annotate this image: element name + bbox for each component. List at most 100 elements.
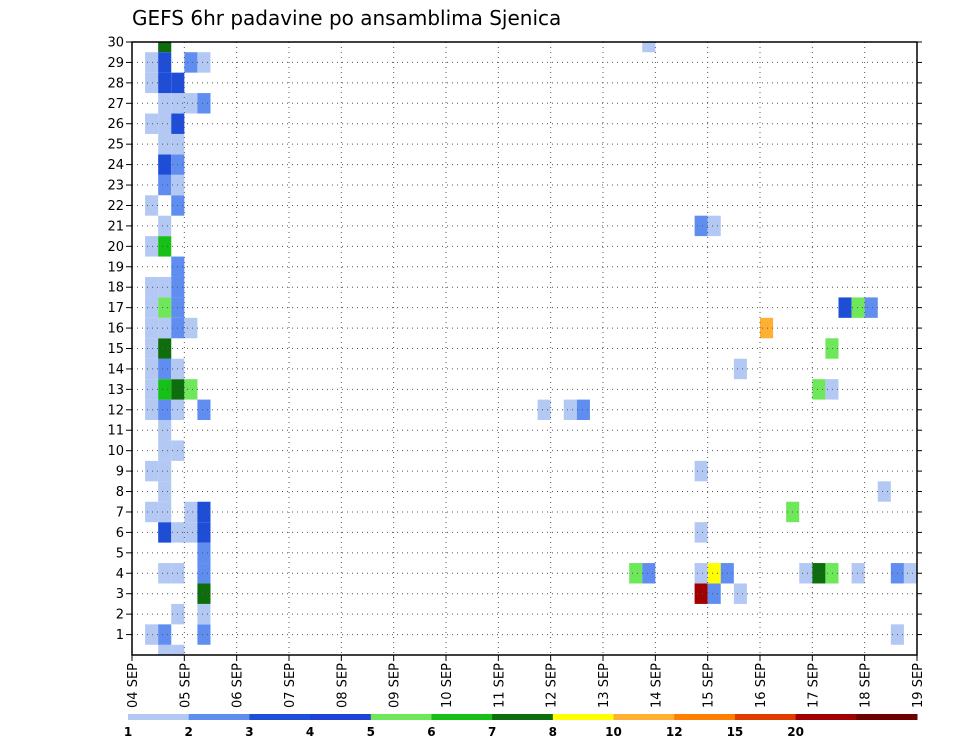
heatmap-cell	[158, 317, 172, 339]
heatmap-cell	[158, 72, 172, 94]
x-tick-label: 10 SEP	[440, 663, 455, 708]
heatmap-cell	[184, 501, 198, 523]
legend-swatch	[613, 714, 675, 720]
heatmap-cell	[145, 501, 159, 523]
heatmap-cell	[707, 563, 721, 584]
grid-layer	[132, 42, 917, 655]
heatmap-cell	[145, 297, 159, 318]
heatmap-cell	[694, 563, 708, 584]
legend-swatch	[370, 714, 432, 720]
y-tick-label: 24	[107, 158, 124, 173]
y-tick-label: 10	[107, 444, 124, 459]
heatmap-cell	[158, 644, 172, 655]
x-tick-label: 06 SEP	[231, 663, 246, 708]
heatmap-cell	[145, 113, 159, 134]
heatmap-cell	[799, 563, 813, 584]
cells-layer	[145, 42, 917, 655]
heatmap-cell	[197, 501, 211, 523]
y-axis: 1234567891011121314151617181920212223242…	[107, 36, 922, 643]
y-tick-label: 25	[107, 138, 124, 153]
heatmap-cell	[851, 563, 865, 584]
heatmap-cell	[197, 563, 211, 584]
y-tick-label: 1	[116, 628, 124, 643]
x-tick-label: 14 SEP	[649, 663, 664, 708]
x-tick-label: 05 SEP	[178, 663, 193, 708]
heatmap-cell	[158, 501, 172, 523]
heatmap-cell	[145, 52, 159, 73]
heatmap-cell	[171, 644, 185, 655]
x-tick-label: 11 SEP	[492, 663, 507, 708]
heatmap-cell	[145, 624, 159, 645]
y-tick-label: 22	[107, 199, 124, 214]
heatmap-cell	[825, 379, 839, 400]
legend-swatch	[734, 714, 797, 720]
y-tick-label: 18	[107, 281, 124, 296]
y-tick-label: 20	[107, 240, 124, 255]
heatmap-cell	[158, 276, 172, 298]
legend-label: 3	[245, 725, 253, 739]
x-axis: 04 SEP 05 SEP 06 SEP 07 SEP 08 SEP 09 SEP 10 S…	[126, 655, 926, 708]
y-tick-label: 27	[107, 97, 124, 112]
legend-swatch	[310, 714, 372, 720]
heatmap-cell	[877, 481, 891, 502]
heatmap-cell	[158, 113, 172, 134]
heatmap-cell	[694, 583, 708, 604]
heatmap-cell	[184, 93, 198, 114]
legend-label: 15	[727, 725, 744, 739]
legend-swatch	[249, 714, 311, 720]
y-tick-label: 16	[107, 322, 124, 337]
x-tick-label: 13 SEP	[597, 663, 612, 708]
heatmap-cell	[158, 399, 172, 421]
y-tick-label: 2	[116, 608, 124, 623]
heatmap-cell	[707, 215, 721, 237]
x-tick-label: 16 SEP	[754, 663, 769, 708]
heatmap-cell	[158, 358, 172, 380]
heatmap-cell	[158, 174, 172, 196]
heatmap-cell	[864, 297, 878, 318]
heatmap-cell	[197, 583, 211, 604]
legend-swatch	[188, 714, 250, 720]
heatmap-cell	[812, 379, 826, 400]
heatmap-cell	[537, 399, 551, 421]
heatmap-cell	[158, 52, 172, 73]
heatmap-cell	[642, 563, 656, 584]
heatmap-cell	[629, 563, 643, 584]
heatmap-cell	[903, 563, 917, 584]
y-tick-label: 29	[107, 56, 124, 71]
heatmap-cell	[145, 72, 159, 94]
legend-swatch	[128, 714, 190, 720]
heatmap-cell	[184, 522, 198, 543]
legend-swatch	[492, 714, 554, 720]
heatmap-cell	[760, 317, 774, 339]
x-tick-label: 17 SEP	[806, 663, 821, 708]
legend-swatch	[431, 714, 493, 720]
y-tick-label: 26	[107, 117, 124, 132]
x-tick-label: 09 SEP	[388, 663, 403, 708]
legend-label: 8	[549, 725, 557, 739]
x-tick-label: 18 SEP	[859, 663, 874, 708]
x-tick-label: 08 SEP	[335, 663, 350, 708]
heatmap-cell	[197, 93, 211, 114]
heatmap-cell	[158, 460, 172, 482]
heatmap-cell	[197, 542, 211, 564]
x-tick-label: 12 SEP	[545, 663, 560, 708]
x-tick-label: 15 SEP	[702, 663, 717, 708]
legend-label: 4	[306, 725, 314, 739]
y-tick-label: 5	[116, 546, 124, 561]
y-tick-label: 13	[107, 383, 124, 398]
y-tick-label: 14	[107, 362, 124, 377]
heatmap-cell	[184, 379, 198, 400]
y-tick-label: 23	[107, 179, 124, 194]
legend-swatch	[795, 714, 857, 720]
y-tick-label: 9	[116, 465, 124, 480]
heatmap-cell	[158, 133, 172, 155]
heatmap-cell	[197, 603, 211, 625]
heatmap-cell	[184, 317, 198, 339]
y-tick-label: 17	[107, 301, 124, 316]
heatmap-cell	[825, 563, 839, 584]
heatmap-cell	[197, 624, 211, 645]
heatmap-cell	[145, 276, 159, 298]
x-tick-label: 19 SEP	[911, 663, 926, 708]
heatmap-cell	[158, 481, 172, 502]
x-tick-label: 04 SEP	[126, 663, 141, 708]
